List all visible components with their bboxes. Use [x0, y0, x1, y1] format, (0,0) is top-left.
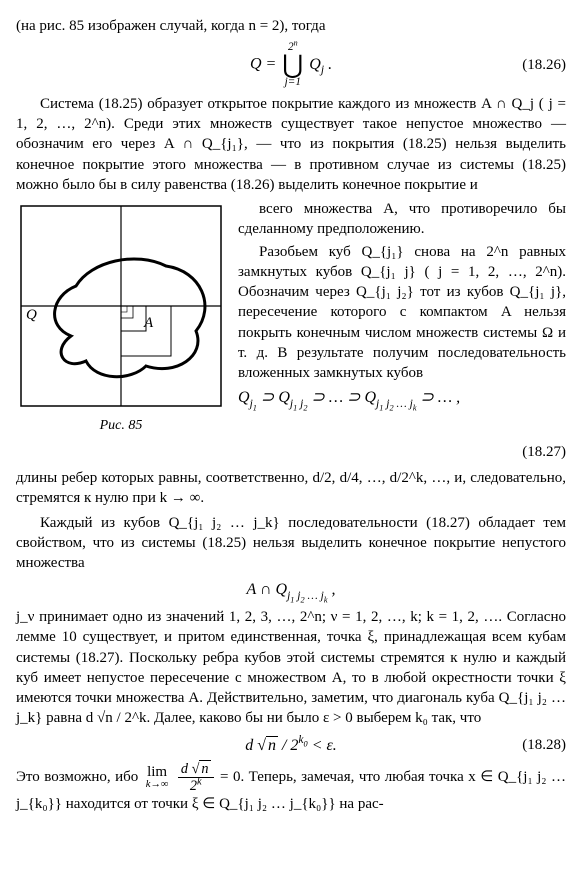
equation-inline-AQ: A ∩ Qj1 j2 … jk ,: [16, 579, 566, 601]
p5-pre: Это возможно, ибо: [16, 769, 143, 785]
paragraph-1: Система (18.25) образует открытое покрыт…: [16, 94, 566, 195]
equation-18-27: Qj1 ⊃ Qj1 j2 ⊃ … ⊃ Qj1 j2 … jk ⊃ … ,: [238, 387, 566, 409]
figure-85: Q A Рис. 85: [16, 201, 226, 436]
eq2-number: (18.27): [506, 442, 566, 462]
side-text-1: всего множества A, что противоречило бы …: [238, 199, 566, 240]
fraction: d √n 2k: [178, 762, 214, 794]
svg-text:Q: Q: [26, 307, 37, 323]
intro-line: (на рис. 85 изображен случай, когда n = …: [16, 16, 566, 36]
figure-caption: Рис. 85: [16, 417, 226, 436]
side-text-2: Разобьем куб Q_{j₁} снова на 2^n равных …: [238, 242, 566, 384]
eq3-content: A ∩ Qj1 j2 … jk ,: [246, 581, 335, 598]
eq1-rhs: Qj .: [309, 56, 332, 73]
eq1-Q: Q =: [250, 56, 280, 73]
svg-text:A: A: [143, 315, 154, 331]
eq4-content: d √n / 2k0 < ε.: [245, 737, 337, 754]
union-symbol: 2n ⋃ j=1: [282, 42, 303, 88]
eq1-number: (18.26): [506, 55, 566, 75]
paragraph-4: j_ν принимает одно из значений 1, 2, 3, …: [16, 607, 566, 729]
limit-symbol: lim k→∞: [146, 765, 169, 791]
equation-18-28: d √n / 2k0 < ε. (18.28): [16, 735, 566, 757]
eq27-number-line: (18.27): [16, 442, 566, 462]
eq4-number: (18.28): [506, 735, 566, 755]
equation-18-26: Q = 2n ⋃ j=1 Qj . (18.26): [16, 42, 566, 88]
paragraph-5: Это возможно, ибо lim k→∞ d √n 2k = 0. Т…: [16, 762, 566, 814]
paragraph-2: длины ребер которых равны, соответственн…: [16, 468, 566, 509]
eq2-content: Qj1 ⊃ Qj1 j2 ⊃ … ⊃ Qj1 j2 … jk ⊃ … ,: [238, 389, 460, 406]
paragraph-3: Каждый из кубов Q_{j₁ j₂ … j_k} последов…: [16, 513, 566, 574]
